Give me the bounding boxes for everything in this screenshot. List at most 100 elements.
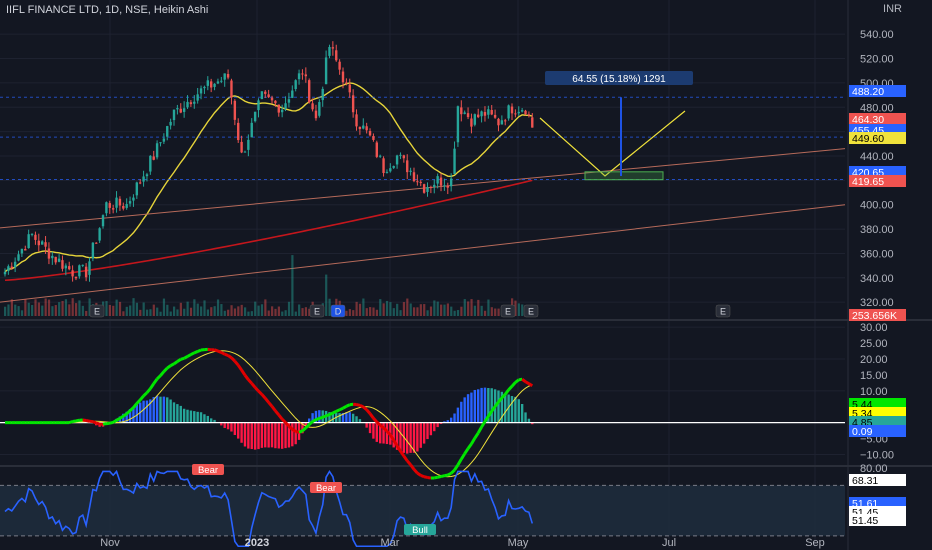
volume-bar [328,298,331,316]
macd-histogram-bar [453,413,456,423]
macd-line-segment [379,423,385,430]
macd-line-segment [470,437,477,445]
volume-bar [176,309,179,316]
volume-bar [406,298,409,316]
candle-body [460,107,463,115]
volume-bar [294,311,297,316]
macd-line-segment [173,360,179,366]
macd-histogram-bar [527,418,531,423]
macd-line-segment [224,352,229,357]
candle-body [351,95,355,113]
rsi-value-tag-bg [849,514,906,526]
macd-histogram-bar [220,422,223,426]
macd-value-tag: 0.09 [849,425,906,438]
macd-histogram-bar [473,389,477,423]
macd-line-segment [338,406,344,412]
volume-bar [494,308,497,316]
volume-bar [132,298,135,316]
macd-line-segment [264,397,270,404]
macd-line-segment [368,412,375,420]
macd-histogram-bar [449,417,453,423]
rsi-signal-label: Bear [198,465,218,476]
volume-bar [440,304,443,316]
candle-body [68,266,71,270]
macd-histogram-bar [135,404,139,423]
macd-line-segment [291,428,297,433]
candle-body [514,113,517,115]
candle-body [355,114,358,127]
candle-body [152,156,155,160]
macd-line-segment [92,420,97,425]
candle-body [34,234,37,240]
macd-line-segment [277,414,284,421]
candle-body [473,114,477,125]
macd-histogram-bar [504,394,507,423]
macd-tick-label: 10.00 [860,386,888,398]
macd-line-segment [402,455,409,462]
candle-body [172,109,176,121]
macd-line-segment [365,408,372,415]
volume-bar [277,306,280,316]
candle-body [250,122,253,138]
macd-histogram-bar [433,422,436,432]
earnings-marker-box [715,304,731,318]
macd-line-segment [528,382,534,388]
volume-bar [243,307,247,316]
macd-line-segment [510,381,517,388]
macd-histogram-bar [318,410,321,423]
macd-histogram-bar [196,411,199,423]
candle-body [433,184,436,187]
candle-body [297,73,301,80]
candle-body [416,181,419,183]
time-tick-label: May [508,537,529,549]
macd-histogram-bar [328,412,331,423]
macd-line-segment [504,388,510,396]
volume-bar [156,307,159,316]
volume-bar [162,298,166,316]
price-tick-label: 380.00 [860,224,894,236]
macd-line-segment [243,374,250,381]
price-tick-label: 440.00 [860,151,894,163]
chart-title: IIFL FINANCE LTD, 1D, NSE, Heikin Ashi [6,4,209,16]
volume-bar [490,307,493,316]
candle-body [61,260,64,269]
macd-line-segment [427,475,432,480]
macd-line-segment [483,415,490,423]
candle-body [304,74,308,77]
volume-bar [257,305,260,316]
macd-histogram-bar [179,405,182,423]
macd-line-segment [463,447,470,455]
macd-histogram-bar [436,422,439,428]
measure-label-bg [545,71,693,85]
candle-body [186,101,189,108]
macd-line-segment [521,378,527,383]
macd-histogram-bar [392,422,395,448]
candle-body [426,187,429,192]
volume-bar [37,302,40,316]
earnings-marker-label: E [94,307,100,317]
volume-bar [429,306,433,316]
macd-line-segment [112,418,118,424]
macd-histogram-bar [189,410,193,423]
macd-line-segment [318,415,324,420]
volume-bar [17,306,20,316]
volume-bar [304,307,308,316]
volume-bar [298,304,301,316]
candle-body [294,80,297,89]
volume-bar [10,299,13,316]
macd-histogram-bar [382,422,385,444]
macd-histogram-bar [463,397,466,423]
candle-body [331,47,335,49]
macd-histogram-bar [429,422,433,436]
volume-bar [467,301,470,316]
candle-body [166,126,169,137]
price-tick-label: 480.00 [860,102,894,114]
volume-bar [145,309,149,316]
macd-histogram-bar [531,422,534,425]
macd-line-segment [109,420,114,425]
candle-body [196,94,199,101]
volume-bar [193,299,196,316]
candle-body [253,111,257,122]
macd-histogram-bar [145,400,149,423]
